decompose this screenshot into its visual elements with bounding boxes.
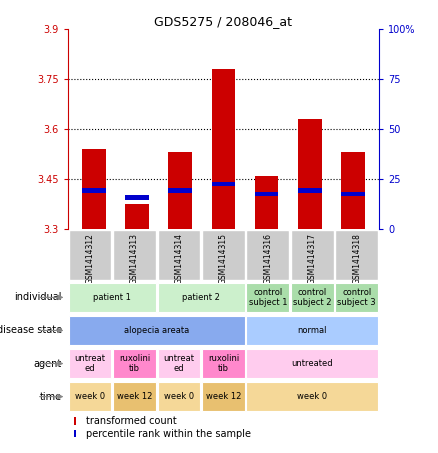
Text: normal: normal	[297, 326, 327, 335]
Bar	[125, 195, 149, 199]
Bar	[336, 230, 378, 280]
Bar	[247, 283, 289, 312]
Text: GSM1414312: GSM1414312	[85, 233, 95, 284]
Bar	[113, 230, 156, 280]
Bar	[158, 349, 200, 378]
Bar	[113, 382, 156, 411]
Bar	[247, 349, 378, 378]
Bar	[82, 188, 106, 193]
Text: control
subject 1: control subject 1	[248, 288, 287, 307]
Text: GSM1414313: GSM1414313	[130, 233, 139, 284]
Bar	[113, 349, 156, 378]
Text: individual: individual	[14, 292, 62, 303]
Bar	[168, 152, 192, 229]
Text: untreat
ed: untreat ed	[74, 354, 106, 373]
Bar	[158, 230, 200, 280]
Bar	[168, 188, 192, 193]
Text: GSM1414317: GSM1414317	[308, 233, 317, 284]
Bar	[212, 69, 235, 229]
Bar	[298, 188, 321, 193]
Bar	[202, 382, 245, 411]
Text: control
subject 3: control subject 3	[337, 288, 376, 307]
Text: time: time	[39, 391, 62, 402]
Bar	[69, 230, 111, 280]
Text: agent: agent	[33, 358, 62, 369]
Bar	[247, 382, 378, 411]
Bar	[202, 230, 245, 280]
Bar	[82, 149, 106, 229]
Text: transformed count: transformed count	[85, 416, 177, 426]
Bar	[69, 283, 156, 312]
Bar	[341, 192, 365, 196]
Bar	[254, 176, 279, 229]
Bar	[341, 152, 365, 229]
Bar	[212, 182, 235, 186]
Text: week 0: week 0	[164, 392, 194, 401]
Bar	[158, 283, 245, 312]
Text: control
subject 2: control subject 2	[293, 288, 332, 307]
Bar	[254, 192, 279, 196]
Text: untreat
ed: untreat ed	[163, 354, 194, 373]
Text: GSM1414314: GSM1414314	[174, 233, 184, 284]
Bar	[74, 430, 76, 437]
Bar	[69, 316, 245, 345]
Text: GSM1414318: GSM1414318	[352, 233, 361, 284]
Bar	[247, 316, 378, 345]
Bar	[69, 349, 111, 378]
Text: GSM1414315: GSM1414315	[219, 233, 228, 284]
Bar	[125, 204, 149, 229]
Bar	[291, 283, 334, 312]
Bar	[158, 382, 200, 411]
Text: week 12: week 12	[117, 392, 152, 401]
Title: GDS5275 / 208046_at: GDS5275 / 208046_at	[154, 15, 293, 28]
Bar	[291, 230, 334, 280]
Text: ruxolini
tib: ruxolini tib	[119, 354, 150, 373]
Text: percentile rank within the sample: percentile rank within the sample	[85, 429, 251, 439]
Bar	[69, 382, 111, 411]
Text: ruxolini
tib: ruxolini tib	[208, 354, 239, 373]
Text: patient 2: patient 2	[182, 293, 220, 302]
Bar	[298, 119, 321, 229]
Text: week 12: week 12	[206, 392, 241, 401]
Text: alopecia areata: alopecia areata	[124, 326, 189, 335]
Text: GSM1414316: GSM1414316	[263, 233, 272, 284]
Text: week 0: week 0	[75, 392, 105, 401]
Bar	[74, 417, 76, 425]
Text: untreated: untreated	[291, 359, 333, 368]
Text: disease state: disease state	[0, 325, 62, 336]
Text: week 0: week 0	[297, 392, 327, 401]
Bar	[247, 230, 289, 280]
Text: patient 1: patient 1	[93, 293, 131, 302]
Bar	[336, 283, 378, 312]
Bar	[202, 349, 245, 378]
